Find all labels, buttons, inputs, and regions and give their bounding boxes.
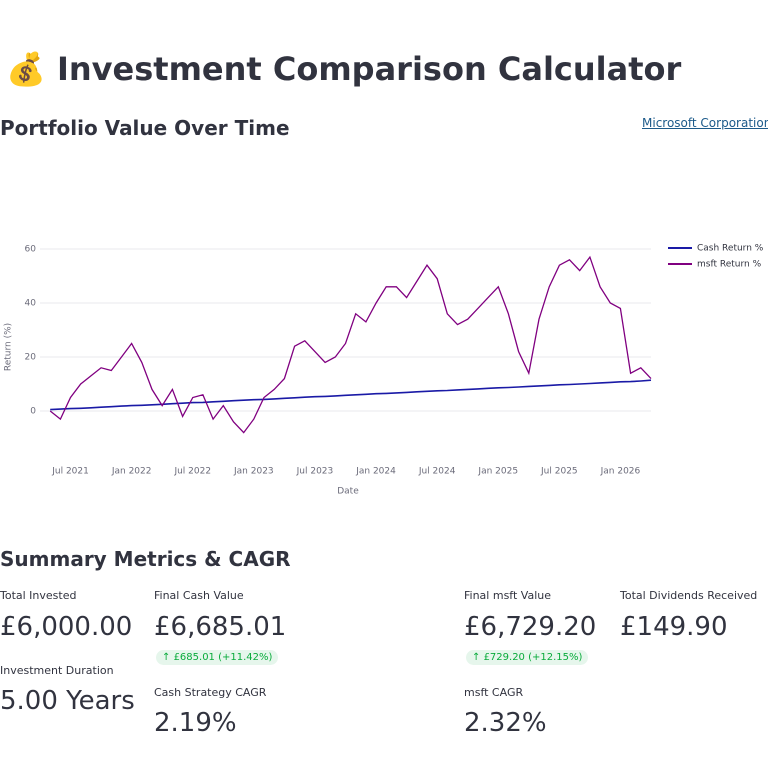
y-tick-label: 40 (25, 299, 37, 309)
x-tick-label: Jul 2024 (418, 467, 456, 477)
legend-label: Cash Return % (697, 244, 764, 254)
metric-value: £6,000.00 (0, 612, 133, 642)
metric-value: 5.00 Years (0, 686, 135, 716)
x-tick-label: Jan 2026 (600, 467, 641, 477)
metric-label: Final msft Value (464, 589, 551, 602)
x-tick-label: Jan 2025 (477, 467, 518, 477)
chart-heading: Portfolio Value Over Time (0, 116, 290, 140)
x-tick-label: Jan 2024 (355, 467, 396, 477)
x-tick-label: Jul 2021 (51, 467, 89, 477)
delta-text: £729.20 (+12.15%) (483, 652, 583, 663)
company-link[interactable]: Microsoft Corporation (642, 116, 768, 130)
x-tick-label: Jan 2022 (111, 467, 152, 477)
delta-text: £685.01 (+11.42%) (173, 652, 273, 663)
title-text: Investment Comparison Calculator (56, 50, 682, 88)
title-icon: 💰 (6, 50, 46, 88)
metric-label: Total Dividends Received (620, 589, 758, 602)
page-title: 💰 Investment Comparison Calculator (6, 50, 681, 88)
metric-value: £149.90 (620, 612, 728, 642)
metric-delta: ↑ £685.01 (+11.42%) (156, 650, 279, 665)
x-tick-label: Jul 2022 (173, 467, 211, 477)
metric-label: Cash Strategy CAGR (154, 686, 267, 699)
delta-arrow: ↑ (162, 652, 174, 663)
metric-label: msft CAGR (464, 686, 524, 699)
metric-value: £6,685.01 (154, 612, 287, 642)
x-tick-label: Jul 2025 (540, 467, 578, 477)
metric-label: Final Cash Value (154, 589, 244, 602)
chart: Date Return (%) 0 20 40 60 Jul 2021 Jan 2022 J… (4, 244, 764, 497)
y-axis-label: Return (%) (4, 323, 14, 371)
y-tick-label: 60 (25, 245, 37, 255)
x-tick-label: Jul 2023 (296, 467, 334, 477)
legend-label: msft Return % (697, 260, 762, 270)
metric-label: Total Invested (0, 589, 77, 602)
metric-label: Investment Duration (0, 664, 114, 677)
series-line (50, 379, 652, 411)
x-axis-label: Date (337, 487, 359, 497)
metric-value: £6,729.20 (464, 612, 597, 642)
metric-delta: ↑ £729.20 (+12.15%) (466, 650, 589, 665)
metric-value: 2.19% (154, 708, 237, 738)
delta-arrow: ↑ (472, 652, 484, 663)
x-tick-label: Jan 2023 (233, 467, 274, 477)
series-line (49, 255, 652, 434)
y-tick-label: 0 (30, 407, 36, 417)
metric-value: 2.32% (464, 708, 547, 738)
y-tick-label: 20 (25, 353, 37, 363)
summary-heading: Summary Metrics & CAGR (0, 547, 291, 571)
